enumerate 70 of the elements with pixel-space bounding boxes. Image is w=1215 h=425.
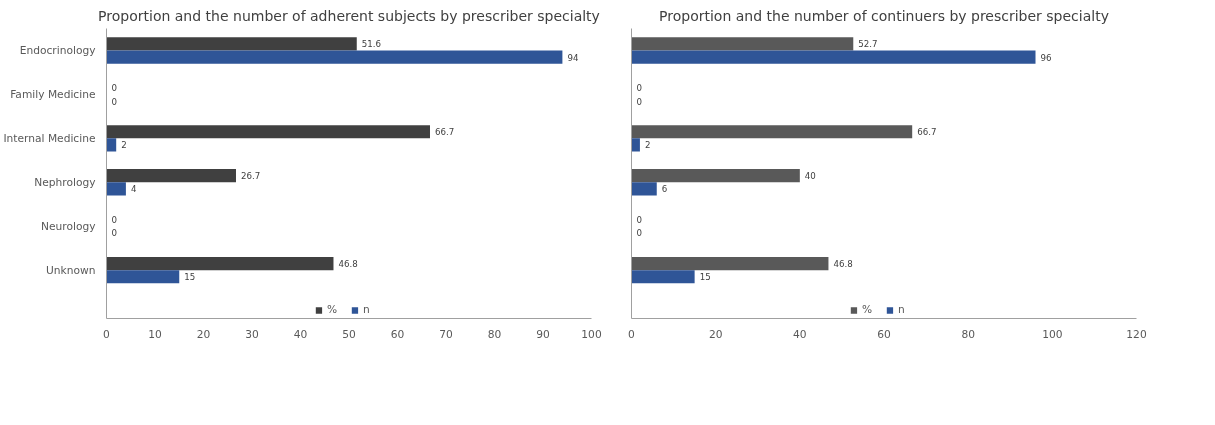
bar: [106, 138, 117, 152]
chart-title: Proportion and the number of adherent subjects by prescriber specialty: [98, 7, 600, 24]
legend-label: %: [327, 303, 339, 316]
data-label: 66.7: [917, 127, 937, 138]
bar: [106, 37, 357, 51]
bar: [106, 182, 126, 196]
legend-label: n: [363, 303, 371, 316]
x-tick-label: 50: [342, 327, 356, 341]
data-label: 0: [636, 215, 643, 226]
bar: [631, 50, 1036, 64]
bar: [631, 182, 657, 196]
x-tick-label: 60: [877, 327, 891, 341]
x-tick-label: 0: [628, 327, 636, 341]
x-tick-label: 10: [148, 327, 162, 341]
bar: [106, 125, 430, 139]
y-tick-label: Unknown: [46, 263, 96, 277]
x-tick-label: 80: [487, 327, 502, 341]
x-tick-label: 70: [439, 327, 453, 341]
data-label: 4: [130, 184, 137, 195]
y-tick-label: Internal Medicine: [3, 131, 96, 145]
x-tick-label: 30: [245, 327, 259, 341]
x-tick-label: 40: [293, 327, 308, 341]
bar: [106, 169, 236, 183]
data-label: 0: [111, 83, 118, 94]
x-tick-label: 0: [103, 327, 111, 341]
data-label: 0: [636, 83, 643, 94]
data-label: 0: [636, 228, 643, 239]
data-label: 15: [699, 272, 711, 283]
x-tick-label: 20: [196, 327, 211, 341]
bar: [631, 37, 854, 51]
y-tick-label: Endocrinology: [19, 43, 96, 57]
bar: [106, 270, 180, 284]
legend-label: %: [862, 303, 874, 316]
data-label: 46.8: [833, 259, 853, 270]
data-label: 2: [644, 140, 651, 151]
bar: [631, 256, 829, 271]
data-label: 0: [636, 96, 643, 107]
x-tick-label: 60: [390, 327, 405, 341]
data-label: 15: [184, 272, 196, 283]
bar: [106, 50, 563, 64]
data-label: 0: [111, 215, 118, 226]
data-label: 2: [121, 140, 127, 151]
data-label: 0: [111, 228, 118, 239]
chart-title: Proportion and the number of continuers by prescriber specialty: [659, 7, 1109, 24]
data-label: 52.7: [858, 39, 878, 50]
data-label: 0: [111, 96, 118, 107]
data-label: 6: [661, 184, 668, 195]
bar: [631, 125, 913, 139]
bar: [631, 169, 800, 183]
data-label: 40: [804, 171, 816, 182]
x-tick-label: 100: [1042, 327, 1063, 341]
data-label: 94: [567, 52, 579, 63]
y-tick-label: Family Medicine: [10, 87, 96, 101]
y-tick-label: Nephrology: [34, 175, 96, 189]
x-tick-label: 120: [1126, 327, 1147, 341]
y-tick-label: Neurology: [41, 219, 96, 233]
data-label: 66.7: [434, 127, 455, 138]
x-tick-label: 100: [581, 327, 602, 341]
x-tick-label: 40: [793, 327, 807, 341]
x-tick-label: 90: [536, 327, 550, 341]
data-label: 46.8: [338, 259, 358, 270]
legend-label: n: [898, 303, 906, 316]
x-tick-label: 20: [708, 327, 723, 341]
bar: [631, 270, 695, 284]
data-label: 51.6: [361, 39, 382, 50]
x-tick-label: 80: [961, 327, 976, 341]
bar: [106, 256, 334, 271]
data-label: 96: [1040, 52, 1052, 63]
data-label: 26.7: [240, 171, 261, 182]
bar: [631, 138, 640, 152]
